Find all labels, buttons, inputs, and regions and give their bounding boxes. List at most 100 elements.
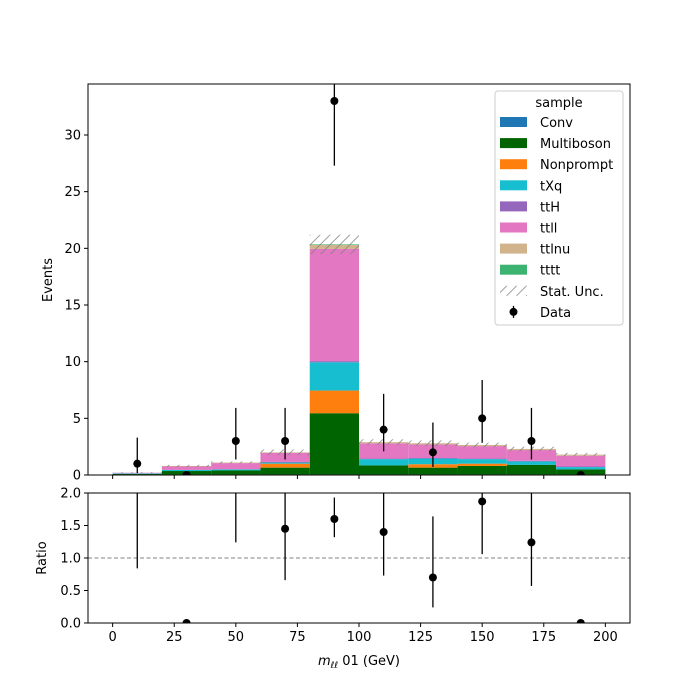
bar-txq-bin-4 [309,362,359,391]
x-axis-label-main: m [318,654,331,669]
legend-label-txq: tXq [540,179,562,194]
bar-ttll-bin-2 [211,463,261,470]
x-tick-label-3: 75 [289,630,306,645]
bar-tth-bin-4 [309,361,359,363]
data-point-2 [231,437,240,445]
legend-label-tttt: tttt [540,264,560,279]
ratio-y-ticks: 0.0 0.5 1.0 1.5 2.0 [60,487,88,632]
main-y-tick-label-1: 5 [73,412,81,427]
ratio-panel: 0 25 50 75 100 125 150 175 200 0.00.51.01.52.0 R… [35,392,631,671]
stat-unc-bin-2 [211,461,261,464]
bar-multiboson-bin-8 [506,464,557,475]
bar-txq-bin-7 [457,459,507,464]
legend: sample Conv Multiboson Nonprompt tXq ttH ttll… [494,90,624,326]
ratio-point-6 [428,573,437,582]
ratio-y-tick-label-2: 1.0 [60,552,81,567]
x-tick-label-8: 200 [593,630,618,645]
data-point-8 [527,437,536,445]
bar-multiboson-bin-3 [260,467,310,475]
bar-ttll-bin-4 [309,248,359,362]
bar-tth-bin-8 [506,460,557,462]
bar-nonprompt-bin-3 [260,463,310,468]
legend-data-marker [509,307,518,316]
ratio-y-tick-label-3: 1.5 [60,519,81,534]
bar-ttll-bin-1 [161,466,212,470]
data-point-9 [576,471,585,475]
ratio-point-8 [527,538,536,547]
ratio-y-tick-label-0: 0.0 [60,617,81,632]
ratio-point-9 [576,619,585,623]
stacked-bars [112,244,606,475]
legend-label-data: Data [540,306,571,321]
x-tick-label-0: 0 [108,630,116,645]
ratio-points [133,392,585,623]
legend-label-conv: Conv [540,116,573,131]
stat-unc-bin-7 [457,442,507,448]
x-tick-label-7: 175 [531,630,556,645]
main-x-ticks [112,475,606,479]
x-tick-label-5: 125 [408,630,433,645]
legend-swatch-nonprompt [500,159,527,170]
data-point-6 [428,448,437,457]
ratio-point-5 [379,528,388,536]
main-y-tick-label-0: 0 [73,469,81,484]
bar-multiboson-bin-4 [309,413,359,475]
stat-unc-bin-4 [309,234,359,254]
legend-swatch-tttt [500,264,527,275]
data-point-1 [182,471,191,475]
legend-swatch-txq [500,180,527,191]
ratio-point-0 [133,392,141,400]
data-point-4 [330,97,339,105]
legend-label-stat-unc: Stat. Unc. [540,285,604,300]
bar-tth-bin-3 [260,461,310,463]
data-point-5 [379,425,388,434]
legend-swatch-stat-unc [500,285,527,296]
main-y-ticks: 0 5 10 15 20 25 30 [64,129,88,484]
x-tick-label-4: 100 [347,630,372,645]
bar-ttll-bin-7 [457,446,507,459]
ratio-y-axis-label: Ratio [35,541,50,574]
data-point-0 [133,459,142,468]
x-axis-label-rest: 01 (GeV) [338,654,400,669]
legend-label-multiboson: Multiboson [540,137,611,152]
x-tick-label-2: 50 [228,630,245,645]
ratio-point-4 [330,515,339,523]
main-y-tick-label-4: 20 [64,242,81,257]
data-point-3 [281,437,290,445]
bar-multiboson-bin-7 [457,465,507,475]
ratio-x-ticks: 0 25 50 75 100 125 150 175 200 [108,623,618,645]
main-y-tick-label-2: 10 [64,355,81,370]
data-point-7 [478,414,487,423]
main-y-tick-label-5: 25 [64,185,81,200]
ratio-y-tick-label-4: 2.0 [60,487,81,502]
bar-tth-bin-7 [457,458,507,460]
legend-label-nonprompt: Nonprompt [540,158,613,173]
legend-title: sample [535,96,582,111]
bar-nonprompt-bin-7 [457,463,507,466]
legend-swatch-conv [500,117,527,127]
data-points [133,84,585,475]
x-tick-label-6: 150 [470,630,495,645]
bar-tth-bin-9 [556,466,606,468]
bar-txq-bin-0 [112,473,162,474]
x-axis-label-sub: ℓℓ [330,661,338,671]
main-y-axis-label: Events [41,258,56,302]
bar-ttll-bin-9 [556,455,606,467]
legend-label-tth: ttH [540,200,560,215]
legend-label-ttlnu: ttlnu [540,243,570,258]
main-y-tick-label-3: 15 [64,299,81,314]
main-panel: 0 5 10 15 20 25 30 Events sample Conv Multiboso… [41,83,631,484]
legend-items: Conv Multiboson Nonprompt tXq ttH ttll ttlnu tt… [500,116,613,321]
legend-swatch-ttll [500,222,527,233]
bar-multiboson-bin-6 [408,467,458,475]
ratio-point-7 [478,497,487,506]
bar-txq-bin-2 [211,469,261,471]
bar-nonprompt-bin-4 [309,390,359,414]
x-axis-label: mℓℓ 01 (GeV) [318,654,400,671]
bar-txq-bin-3 [260,462,310,464]
x-tick-label-1: 25 [166,630,183,645]
legend-swatch-tth [500,201,527,212]
ratio-y-tick-label-1: 0.5 [60,584,81,599]
legend-swatch-multiboson [500,138,527,149]
